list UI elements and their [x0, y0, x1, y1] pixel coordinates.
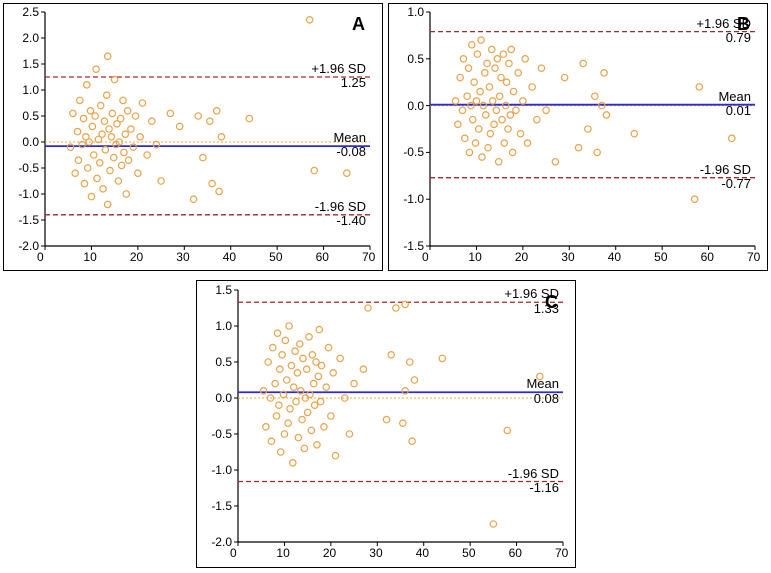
xtick-label: 30 — [176, 250, 189, 264]
ytick-label: 2.5 — [22, 5, 39, 19]
xtick-label: 40 — [223, 250, 236, 264]
xtick-label: 50 — [654, 250, 667, 264]
xtick-label: 50 — [269, 250, 282, 264]
ytick-label: -1.5 — [403, 239, 424, 253]
ytick-label: -2.0 — [18, 239, 39, 253]
ytick-label: 1.0 — [22, 83, 39, 97]
ytick-label: -1.0 — [211, 463, 232, 477]
xtick-label: 20 — [130, 250, 143, 264]
xtick-label: 30 — [561, 250, 574, 264]
ytick-label: -0.5 — [211, 427, 232, 441]
ytick-label: 1.0 — [407, 5, 424, 19]
ytick-label: 0.0 — [215, 391, 232, 405]
ytick-label: -0.5 — [18, 161, 39, 175]
ytick-label: 0.0 — [22, 135, 39, 149]
upper-sd-label: +1.96 SD0.79 — [675, 17, 751, 46]
panel-c — [196, 280, 576, 568]
ytick-label: 1.5 — [22, 57, 39, 71]
lower-sd-label: -1.96 SD-0.77 — [675, 163, 751, 192]
ytick-label: 0.5 — [22, 109, 39, 123]
mean-label: Mean-0.08 — [290, 131, 366, 160]
ytick-label: -1.0 — [403, 192, 424, 206]
xtick-label: 10 — [276, 546, 289, 560]
ytick-label: 0.5 — [407, 52, 424, 66]
ytick-label: 1.5 — [215, 283, 232, 297]
xtick-label: 20 — [323, 546, 336, 560]
xtick-label: 60 — [316, 250, 329, 264]
panel-corner-label: A — [352, 14, 365, 35]
ytick-label: 0.5 — [215, 355, 232, 369]
figure-container: { "figure": { "width": 771, "height": 57… — [0, 0, 771, 573]
xtick-label: 60 — [509, 546, 522, 560]
upper-sd-label: +1.96 SD1.33 — [483, 287, 559, 316]
upper-sd-label: +1.96 SD1.25 — [290, 62, 366, 91]
xtick-label: 50 — [462, 546, 475, 560]
xtick-label: 40 — [416, 546, 429, 560]
mean-label: Mean0.08 — [483, 377, 559, 406]
ytick-label: 2.0 — [22, 31, 39, 45]
xtick-label: 10 — [83, 250, 96, 264]
ytick-label: -1.0 — [18, 187, 39, 201]
xtick-label: 20 — [515, 250, 528, 264]
xtick-label: 10 — [468, 250, 481, 264]
xtick-label: 0 — [422, 250, 429, 264]
ytick-label: -1.5 — [211, 499, 232, 513]
ytick-label: 0.0 — [407, 99, 424, 113]
ytick-label: -2.0 — [211, 535, 232, 549]
xtick-label: 30 — [369, 546, 382, 560]
xtick-label: 70 — [747, 250, 760, 264]
xtick-label: 70 — [362, 250, 375, 264]
ytick-label: 1.0 — [215, 319, 232, 333]
xtick-label: 0 — [37, 250, 44, 264]
mean-label: Mean0.01 — [675, 90, 751, 119]
xtick-label: 0 — [230, 546, 237, 560]
lower-sd-label: -1.96 SD-1.16 — [483, 467, 559, 496]
xtick-label: 70 — [555, 546, 568, 560]
ytick-label: -0.5 — [403, 145, 424, 159]
xtick-label: 40 — [608, 250, 621, 264]
ytick-label: -1.5 — [18, 213, 39, 227]
xtick-label: 60 — [701, 250, 714, 264]
lower-sd-label: -1.96 SD-1.40 — [290, 200, 366, 229]
